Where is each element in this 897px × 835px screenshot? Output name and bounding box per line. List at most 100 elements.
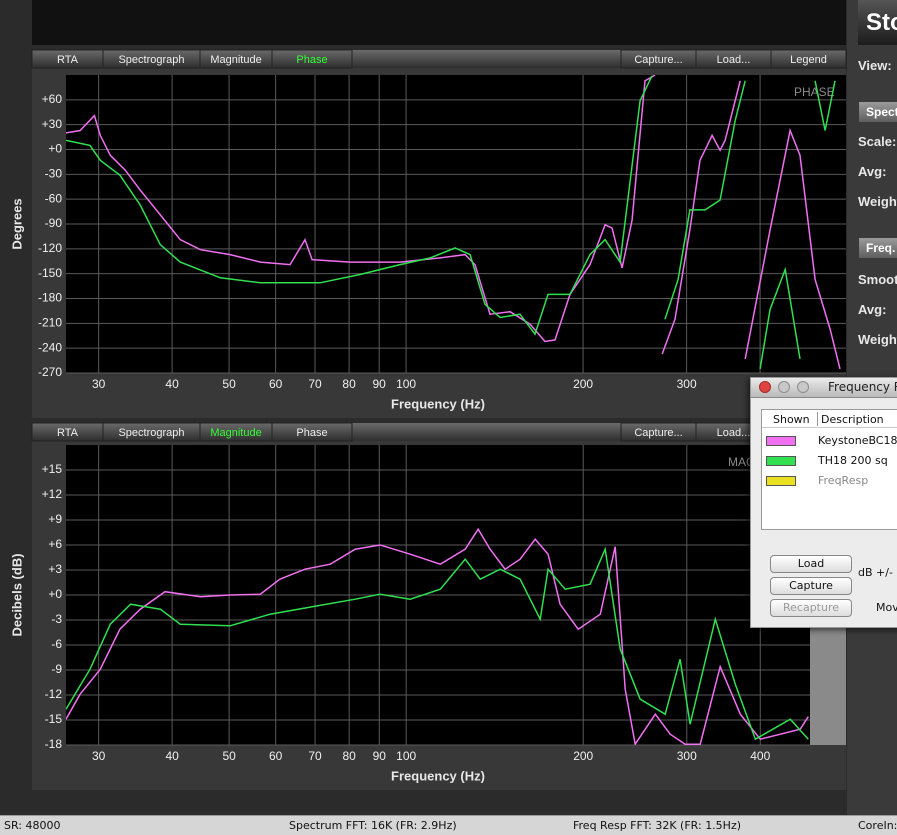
x-tick-label: 100	[396, 377, 416, 391]
x-tick-label: 60	[269, 749, 283, 763]
y-tick-label: +6	[48, 537, 62, 551]
toolbar-button[interactable]	[770, 49, 847, 69]
x-tick-label: 300	[677, 377, 697, 391]
toolbar-button-label: Capture...	[634, 427, 682, 439]
y-tick-label: +12	[42, 487, 63, 501]
x-axis-title: Frequency (Hz)	[391, 396, 485, 411]
side-label: Weight	[858, 194, 897, 209]
series-line	[66, 75, 656, 343]
y-tick-label: +9	[48, 512, 62, 526]
minimize-button[interactable]	[778, 381, 790, 393]
y-tick-label: -60	[45, 191, 63, 205]
y-tick-label: -15	[45, 712, 63, 726]
close-button[interactable]	[759, 381, 771, 393]
chart-area: RTA Spectrograph Magnitude Phase Capture... L…	[9, 0, 847, 790]
x-tick-label: 40	[165, 377, 179, 391]
db-label: dB +/-	[858, 566, 893, 579]
y-tick-label: -240	[38, 340, 62, 354]
tab-label: Magnitude	[210, 427, 261, 439]
title-bar: Frequency R	[751, 378, 897, 398]
side-button[interactable]: Freq.	[859, 238, 897, 258]
x-tick-label: 50	[222, 377, 236, 391]
y-tick-label: +30	[42, 117, 63, 131]
load-button[interactable]: Load	[770, 555, 852, 573]
x-tick-label: 30	[92, 749, 106, 763]
x-tick-label: 300	[677, 749, 697, 763]
column-divider	[817, 412, 818, 426]
toolbar-button-label: Legend	[790, 54, 827, 66]
x-tick-label: 90	[373, 749, 387, 763]
toolbar	[32, 423, 846, 441]
y-tick-label: -9	[51, 662, 62, 676]
top-panel	[32, 0, 846, 45]
side-title: Sto	[858, 0, 897, 45]
x-tick-label: 40	[165, 749, 179, 763]
tab[interactable]	[271, 49, 353, 69]
series-line	[66, 75, 653, 336]
series-line	[66, 527, 809, 745]
toolbar-button-label: Load...	[717, 427, 751, 439]
x-tick-label: 70	[308, 377, 322, 391]
legend-window: Frequency R Shown Description KeystoneBC…	[750, 377, 897, 628]
y-tick-label: +0	[48, 142, 62, 156]
side-label: Avg:	[858, 164, 887, 179]
side-label: Weight	[858, 332, 897, 347]
toolbar-button-label: Load...	[717, 54, 751, 66]
tab-label: RTA	[57, 54, 79, 66]
recapture-button: Recapture	[770, 599, 852, 617]
series-line	[664, 80, 746, 320]
y-tick-label: -150	[38, 266, 62, 280]
legend-swatch	[766, 456, 796, 466]
y-tick-label: -270	[38, 365, 62, 379]
series-line	[66, 546, 809, 741]
y-tick-label: -30	[45, 167, 63, 181]
y-tick-label: +15	[42, 462, 63, 476]
tab[interactable]	[271, 422, 353, 442]
legend-label: KeystoneBC18	[818, 434, 897, 447]
y-tick-label: +0	[48, 587, 62, 601]
corner-label: MAG	[728, 455, 755, 469]
status-bar: SR: 48000 Spectrum FFT: 16K (FR: 2.9Hz) …	[0, 815, 897, 835]
y-tick-label: -12	[45, 687, 63, 701]
x-tick-label: 80	[342, 749, 356, 763]
side-label: Smoot	[858, 272, 897, 287]
series-line	[661, 80, 741, 355]
y-axis-title: Degrees	[9, 198, 24, 249]
x-tick-label: 80	[342, 377, 356, 391]
tab-label: RTA	[57, 427, 79, 439]
side-label: Avg:	[858, 302, 887, 317]
toolbar	[32, 50, 846, 68]
status-text: Freq Resp FFT: 32K (FR: 1.5Hz)	[573, 819, 742, 832]
zoom-button[interactable]	[797, 381, 809, 393]
x-axis-title: Frequency (Hz)	[391, 768, 485, 783]
series-line	[744, 127, 841, 370]
status-text: CoreIn:	[858, 819, 897, 832]
x-tick-label: 100	[396, 749, 416, 763]
y-tick-label: -6	[51, 637, 62, 651]
legend-label: FreqResp	[818, 474, 869, 487]
legend-swatch	[766, 436, 796, 446]
x-tick-label: 400	[750, 749, 770, 763]
column-header: Shown	[773, 413, 810, 426]
window-title: Frequency R	[828, 380, 897, 394]
side-button[interactable]: Spect	[859, 102, 897, 122]
tab-label: Spectrograph	[118, 427, 184, 439]
y-tick-label: +3	[48, 562, 62, 576]
x-tick-label: 50	[222, 749, 236, 763]
x-tick-label: 200	[573, 377, 593, 391]
side-label: View:	[858, 58, 892, 73]
y-tick-label: +60	[42, 92, 63, 106]
y-tick-label: -120	[38, 241, 62, 255]
list-header	[762, 410, 897, 428]
legend-list: Shown Description KeystoneBC18 TH18 200 s…	[761, 409, 897, 530]
tab-label: Phase	[296, 54, 327, 66]
y-tick-label: -210	[38, 316, 62, 330]
capture-button[interactable]: Capture	[770, 577, 852, 595]
toolbar-button-label: Capture...	[634, 54, 682, 66]
x-tick-label: 60	[269, 377, 283, 391]
legend-swatch	[766, 476, 796, 486]
y-tick-label: -180	[38, 291, 62, 305]
x-tick-label: 70	[308, 749, 322, 763]
status-text: SR: 48000	[4, 819, 61, 832]
